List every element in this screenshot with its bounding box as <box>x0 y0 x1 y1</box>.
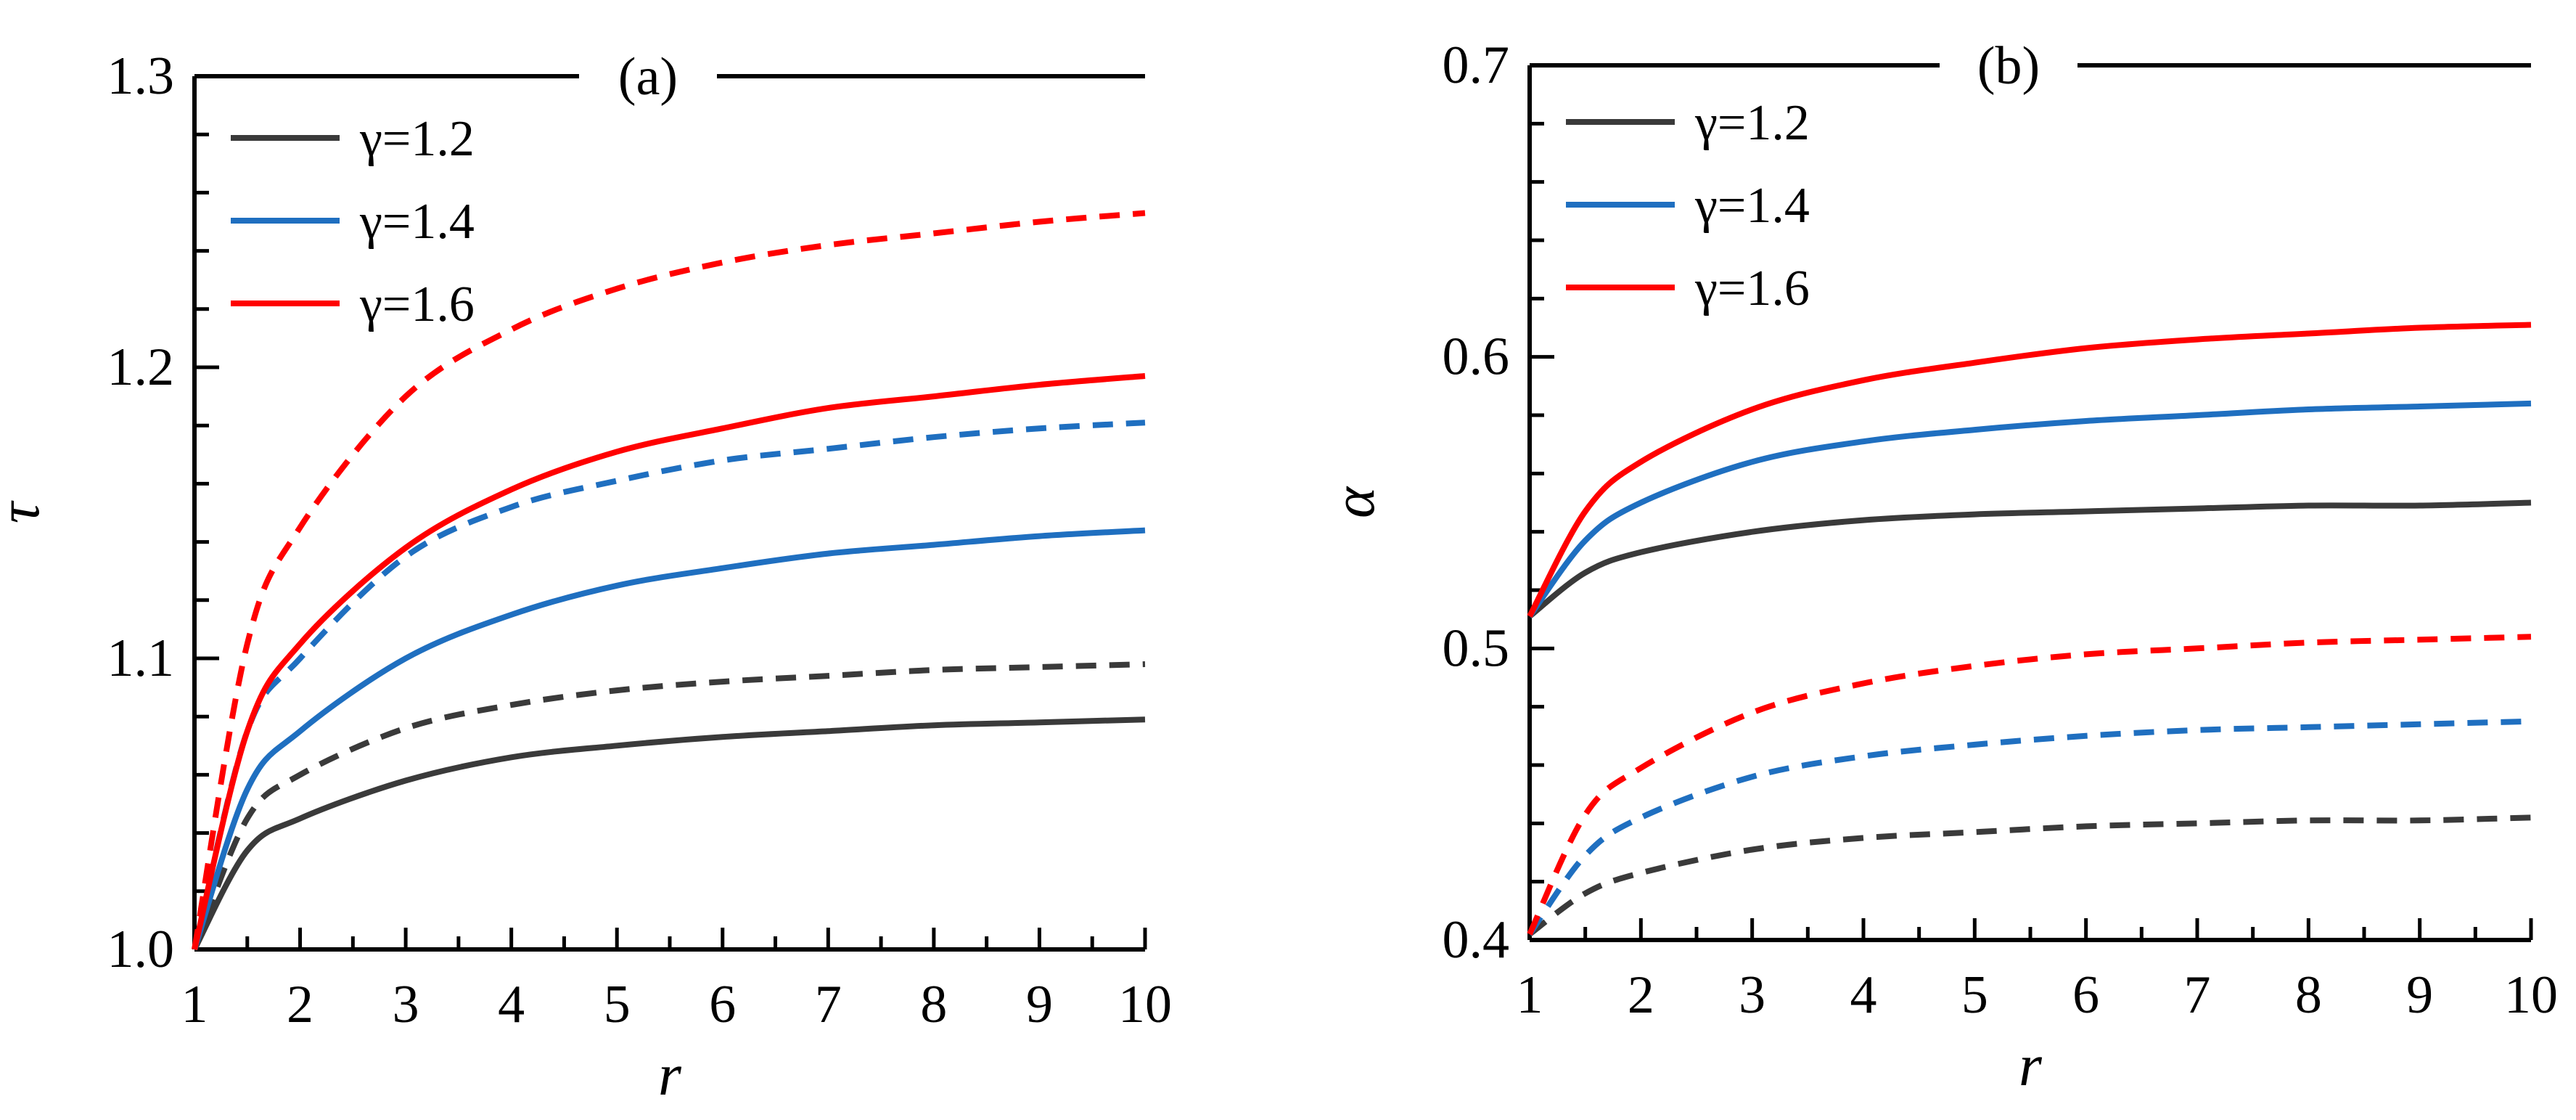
legend-label: γ=1.4 <box>1694 178 1810 234</box>
legend-label: γ=1.4 <box>359 194 475 250</box>
chart-panel-a: (a) 1 2 3 4 5 6 7 8 9 10 1.0 1.1 1.2 1.3 r τ γ=1.2 γ=1.4 γ=… <box>0 46 1172 1108</box>
legend-label: γ=1.2 <box>1694 95 1810 151</box>
series-line-4 <box>1527 322 2532 618</box>
chart-panel-b: (b) 1 2 3 4 5 6 7 8 9 10 0.4 0.5 0.6 0.7 r α γ=1.2 γ=1.4 γ=… <box>1321 36 2558 1098</box>
x-axis-label: r <box>2019 1032 2043 1098</box>
y-tick-label: 0.7 <box>1443 36 1510 95</box>
panel-tag: (b) <box>1977 36 2040 96</box>
x-tick-label: 2 <box>287 975 313 1034</box>
x-tick-label: 3 <box>393 975 419 1034</box>
x-tick-label: 8 <box>2295 965 2322 1025</box>
series-line-5 <box>1527 634 2532 936</box>
x-tick-label: 6 <box>709 975 736 1034</box>
x-tick-label: 9 <box>2406 965 2433 1025</box>
x-tick-label: 1 <box>1517 965 1543 1025</box>
series-line-0 <box>192 716 1146 951</box>
y-tick-label: 1.2 <box>107 338 175 397</box>
x-axis-label: r <box>658 1042 682 1108</box>
y-axis-label: α <box>1321 486 1387 518</box>
x-tick-label: 7 <box>815 975 842 1034</box>
series-line-2 <box>1527 400 2532 618</box>
x-tick-label: 2 <box>1628 965 1654 1025</box>
y-axis-label: τ <box>0 500 52 523</box>
legend-label: γ=1.6 <box>359 277 475 332</box>
x-tick-label: 6 <box>2072 965 2099 1025</box>
panel-tag: (a) <box>618 47 678 107</box>
x-tick-label: 5 <box>604 975 631 1034</box>
series-line-4 <box>192 373 1146 950</box>
y-tick-label: 0.6 <box>1443 327 1510 387</box>
y-tick-label: 0.5 <box>1443 618 1510 678</box>
x-tick-label: 8 <box>920 975 947 1034</box>
series-line-3 <box>1527 718 2532 936</box>
x-tick-label: 9 <box>1026 975 1053 1034</box>
y-tick-label: 0.4 <box>1443 910 1510 970</box>
series-line-2 <box>192 527 1146 951</box>
x-tick-label: 7 <box>2184 965 2211 1025</box>
y-tick-label: 1.0 <box>107 920 175 979</box>
series-line-1 <box>192 661 1146 951</box>
x-tick-label: 3 <box>1739 965 1765 1025</box>
x-tick-label: 5 <box>1961 965 1988 1025</box>
series-line-1 <box>1527 814 2532 937</box>
x-tick-label: 10 <box>1118 975 1172 1034</box>
x-tick-label: 10 <box>2504 965 2558 1025</box>
series-line-3 <box>192 420 1146 950</box>
legend-label: γ=1.2 <box>359 111 475 167</box>
legend-label: γ=1.6 <box>1694 261 1810 316</box>
x-tick-label: 1 <box>181 975 208 1034</box>
series-line-0 <box>1527 499 2532 619</box>
y-tick-label: 1.1 <box>107 629 175 688</box>
x-tick-label: 4 <box>498 975 525 1034</box>
y-tick-label: 1.3 <box>107 46 175 106</box>
x-tick-label: 4 <box>1850 965 1877 1025</box>
series-line-5 <box>192 210 1146 950</box>
